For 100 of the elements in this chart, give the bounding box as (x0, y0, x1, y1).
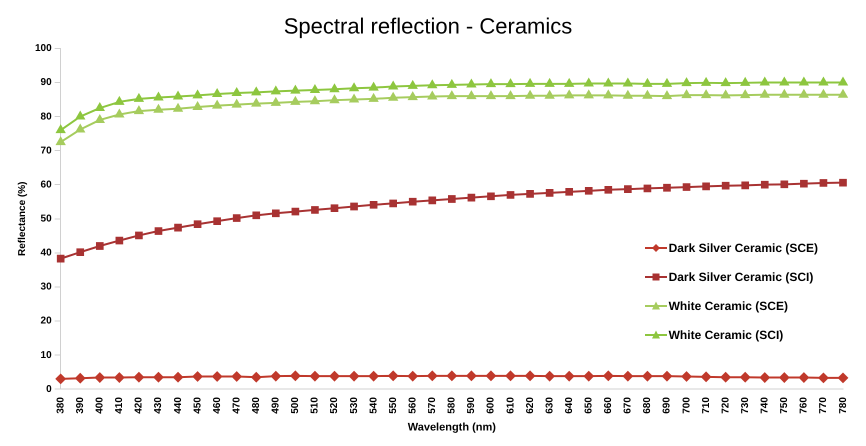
point (644, 184, 652, 192)
point (760, 180, 769, 189)
x-tick-label: 760 (798, 396, 810, 414)
point (780, 77, 789, 86)
point (720, 372, 731, 382)
point (292, 208, 300, 216)
point (741, 182, 750, 190)
x-tick-label: 450 (192, 396, 204, 414)
y-tick-label: 0 (46, 384, 52, 395)
point (56, 374, 66, 384)
legend-label: Dark Silver Ceramic (SCI) (668, 270, 814, 284)
point (545, 78, 554, 87)
point (213, 217, 221, 225)
x-tick-label: 650 (583, 396, 594, 414)
point (173, 372, 184, 382)
x-tick-label: 720 (720, 396, 732, 414)
point (290, 370, 300, 381)
point (408, 198, 417, 206)
x-tick-label: 380 (55, 396, 66, 414)
point (193, 90, 202, 98)
point (446, 370, 457, 381)
x-tick-label: 750 (779, 396, 790, 414)
point (468, 194, 476, 202)
point (760, 77, 770, 86)
point (311, 206, 319, 214)
x-tick-label: 550 (388, 396, 399, 414)
point (623, 78, 632, 86)
x-tick-label: 600 (486, 396, 497, 414)
point (486, 79, 496, 88)
point (702, 182, 710, 190)
point (526, 78, 535, 87)
point (604, 78, 613, 86)
point (134, 106, 144, 114)
point (838, 77, 848, 86)
x-tick-label: 560 (407, 396, 418, 414)
point (271, 98, 280, 106)
point (174, 224, 182, 232)
point (114, 372, 124, 383)
x-tick-label: 740 (760, 396, 771, 414)
point (662, 78, 672, 87)
point (212, 100, 222, 109)
point (76, 248, 84, 256)
point (838, 372, 848, 383)
point (232, 372, 242, 382)
point (486, 370, 496, 381)
point (662, 91, 672, 100)
point (350, 83, 359, 92)
point (722, 182, 730, 190)
point (252, 87, 261, 96)
point (290, 96, 300, 105)
point (388, 370, 398, 381)
point (135, 232, 143, 240)
point (56, 125, 66, 134)
point (624, 185, 632, 193)
x-tick-label: 440 (172, 396, 184, 414)
point (603, 370, 614, 381)
x-tick-label: 690 (662, 396, 673, 414)
x-tick-label: 770 (818, 396, 830, 414)
point (116, 236, 124, 244)
point (76, 112, 85, 120)
x-tick-label: 430 (153, 396, 164, 414)
point (701, 372, 712, 382)
point (525, 370, 536, 381)
point (368, 371, 379, 382)
point (584, 371, 594, 382)
x-tick-label: 680 (642, 396, 654, 414)
x-tick-label: 640 (564, 396, 575, 414)
x-tick-label: 400 (94, 396, 106, 414)
point (526, 90, 535, 99)
point (95, 103, 104, 112)
point (428, 196, 436, 204)
point (447, 91, 456, 100)
point (564, 90, 574, 98)
point (818, 90, 828, 98)
point (408, 80, 418, 89)
point (565, 188, 574, 196)
point (682, 183, 690, 191)
y-tick-label: 90 (40, 77, 52, 88)
point (740, 78, 750, 86)
point (447, 80, 456, 88)
point (466, 80, 476, 88)
point (642, 90, 652, 99)
point (800, 180, 808, 188)
point (702, 78, 711, 86)
point (544, 371, 555, 382)
point (760, 372, 770, 383)
point (564, 78, 574, 87)
x-axis-title: Wavelength (nm) (408, 421, 496, 434)
point (350, 202, 358, 210)
x-tick-label: 520 (329, 396, 340, 414)
point (721, 90, 730, 98)
point (506, 370, 516, 381)
point (839, 178, 847, 186)
point (349, 371, 360, 382)
point (448, 195, 456, 203)
y-tick-label: 20 (40, 316, 52, 327)
point (408, 371, 418, 382)
point (252, 212, 260, 220)
point (310, 84, 320, 93)
point (56, 254, 65, 262)
